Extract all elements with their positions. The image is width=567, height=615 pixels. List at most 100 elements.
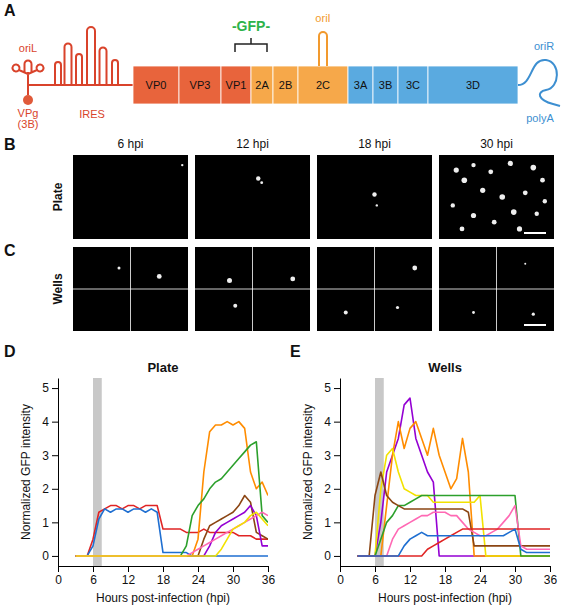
tick-mark [375,566,376,572]
y-axis: 0 1 2 3 4 5 [324,379,340,567]
tick: 0 [42,549,58,563]
tick-label: 0 [42,549,49,563]
series-line [76,422,269,556]
tick: 4 [324,415,340,429]
tick-label: 0 [324,549,331,563]
axis-line [58,379,59,567]
y-axis: 012345 [42,379,58,567]
tick-mark [334,556,340,557]
segment-label: 3A [354,79,368,91]
segment-label: 2B [279,79,292,91]
ires-structure [55,27,118,85]
cell [227,278,232,283]
cell [290,277,295,282]
chart-title: Wells [428,360,462,375]
tick: 2 [324,482,340,496]
gene-segment [428,66,518,104]
scale-bar [524,232,546,234]
tick-mark [480,566,481,572]
tick-label: 18 [439,573,453,587]
label: IRES [79,108,105,120]
row-label: Wells [51,273,65,304]
series-line [358,529,551,556]
tick-mark [340,566,341,572]
tick-label: 4 [42,415,49,429]
well-divider [439,289,554,290]
tick-mark [334,422,340,423]
tick-label: 30 [509,573,523,587]
cell [511,209,517,215]
axis-line [340,379,341,567]
column-label: 18 hpi [358,137,391,151]
micrographs: 6 hpi12 hpi18 hpi30 hpiBPlateCWells [4,136,554,331]
tick: 5 [324,381,340,395]
tick-mark [334,522,340,523]
gene-segment [179,66,221,104]
five-prime-utr [12,60,133,95]
well-divider [73,289,188,290]
plot-area [358,378,551,566]
cell [531,165,537,171]
cell [376,204,378,206]
well-divider [317,289,432,290]
tick: 2 [42,482,58,496]
panel-a: AoriLVPg(3B)IRESVP0VP3VP12A2B2C3A3B3C3D-… [4,2,560,130]
x-axis: 0 6 12 18 24 30 36 [55,566,275,587]
micrograph [195,155,310,239]
tick-label: 5 [324,381,331,395]
vpg [23,95,33,105]
tick-mark [445,566,446,572]
tick: 30 [227,566,241,587]
cell [454,168,459,173]
tick-label: 0 [55,573,62,587]
gene-segment [398,66,428,104]
column-label: 12 hpi [236,137,269,151]
cell [492,220,497,225]
tick: 36 [544,566,558,587]
scale-bar [524,324,546,326]
tick-label: 12 [122,573,136,587]
tick-label: 1 [42,516,49,530]
tick: 36 [262,566,276,587]
cell [451,203,455,207]
tick-mark [52,422,58,423]
chart: 061218243036012345EWellsHours post-infec… [290,343,557,605]
segment-label: 3C [406,79,420,91]
cell [524,263,526,265]
cell [471,213,476,218]
tick: 30 [509,566,523,587]
chart-title: Plate [147,360,178,375]
label: (3B) [18,118,39,130]
cell [480,188,485,193]
series-line [76,512,269,556]
segment-label: VP3 [190,79,211,91]
tick-mark [52,522,58,523]
series-line [76,506,269,556]
cell [523,190,528,195]
tick: 24 [192,566,206,587]
tick-mark [128,566,129,572]
label: oriI [315,12,330,24]
tick-label: 18 [157,573,171,587]
cell [260,181,263,184]
tick-mark [52,489,58,490]
tick-label: 24 [474,573,488,587]
cell [543,199,547,203]
tick-label: 1 [324,516,331,530]
tick-mark [52,455,58,456]
tick: 1 [42,516,58,530]
series-line [76,506,269,556]
tick-label: 24 [192,573,206,587]
tick-mark [550,566,551,572]
figure: AoriLVPg(3B)IRESVP0VP3VP12A2B2C3A3B3C3D-… [0,0,567,615]
tick-label: 6 [90,573,97,587]
tick: 1 [324,516,340,530]
series-line [358,422,551,556]
tick-label: 0 [337,573,344,587]
gfp-label: -GFP- [232,18,270,34]
cell [462,177,468,183]
tick-label: 6 [372,573,379,587]
segment-label: 2C [316,79,330,91]
tick: 24 [474,566,488,587]
tick: 3 [324,449,340,463]
